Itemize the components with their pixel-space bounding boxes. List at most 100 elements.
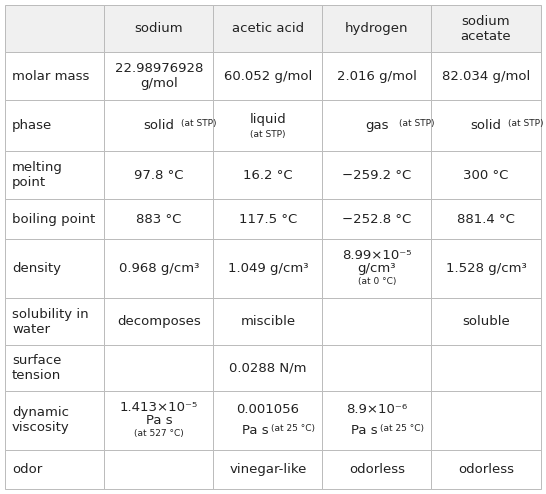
Bar xyxy=(104,298,213,345)
Text: acetic acid: acetic acid xyxy=(232,22,304,35)
Text: 300 °C: 300 °C xyxy=(464,168,509,182)
Bar xyxy=(213,52,323,100)
Text: (at 25 °C): (at 25 °C) xyxy=(380,424,424,433)
Text: 8.9×10⁻⁶: 8.9×10⁻⁶ xyxy=(346,404,407,416)
Text: 0.0288 N/m: 0.0288 N/m xyxy=(229,362,307,375)
Bar xyxy=(323,345,431,391)
Text: 82.034 g/mol: 82.034 g/mol xyxy=(442,70,530,83)
Bar xyxy=(431,391,541,450)
Bar xyxy=(5,450,104,489)
Text: odorless: odorless xyxy=(458,463,514,476)
Bar xyxy=(104,100,213,151)
Bar xyxy=(5,52,104,100)
Text: 0.968 g/cm³: 0.968 g/cm³ xyxy=(118,262,199,275)
Bar xyxy=(323,52,431,100)
Text: 1.528 g/cm³: 1.528 g/cm³ xyxy=(446,262,526,275)
Text: odor: odor xyxy=(12,463,42,476)
Text: −259.2 °C: −259.2 °C xyxy=(342,168,412,182)
Text: phase: phase xyxy=(12,119,52,132)
Text: solubility in
water: solubility in water xyxy=(12,308,88,335)
Text: liquid: liquid xyxy=(250,113,286,125)
Bar xyxy=(213,391,323,450)
Bar xyxy=(213,345,323,391)
Bar xyxy=(5,5,104,52)
Bar xyxy=(431,298,541,345)
Text: 97.8 °C: 97.8 °C xyxy=(134,168,183,182)
Text: 881.4 °C: 881.4 °C xyxy=(457,213,515,226)
Bar xyxy=(213,5,323,52)
Bar xyxy=(323,151,431,199)
Text: hydrogen: hydrogen xyxy=(345,22,409,35)
Bar xyxy=(104,391,213,450)
Text: (at STP): (at STP) xyxy=(181,119,216,128)
Text: dynamic
viscosity: dynamic viscosity xyxy=(12,407,70,434)
Bar xyxy=(5,151,104,199)
Bar xyxy=(104,52,213,100)
Text: solid: solid xyxy=(144,119,174,132)
Text: decomposes: decomposes xyxy=(117,315,201,328)
Text: sodium
acetate: sodium acetate xyxy=(461,15,511,42)
Text: 60.052 g/mol: 60.052 g/mol xyxy=(224,70,312,83)
Bar xyxy=(323,298,431,345)
Text: Pa s: Pa s xyxy=(241,424,268,438)
Bar xyxy=(323,240,431,298)
Text: (at STP): (at STP) xyxy=(508,119,543,128)
Bar xyxy=(5,391,104,450)
Bar xyxy=(323,391,431,450)
Text: −252.8 °C: −252.8 °C xyxy=(342,213,412,226)
Bar xyxy=(323,100,431,151)
Text: Pa s: Pa s xyxy=(351,424,377,438)
Bar xyxy=(431,345,541,391)
Text: 0.001056: 0.001056 xyxy=(236,404,299,416)
Text: 1.049 g/cm³: 1.049 g/cm³ xyxy=(228,262,308,275)
Text: 1.413×10⁻⁵: 1.413×10⁻⁵ xyxy=(120,401,198,414)
Text: g/cm³: g/cm³ xyxy=(358,262,396,275)
Bar xyxy=(213,151,323,199)
Bar xyxy=(104,5,213,52)
Text: 117.5 °C: 117.5 °C xyxy=(239,213,297,226)
Text: miscible: miscible xyxy=(240,315,295,328)
Bar xyxy=(213,240,323,298)
Bar xyxy=(323,450,431,489)
Text: sodium: sodium xyxy=(134,22,183,35)
Text: (at 527 °C): (at 527 °C) xyxy=(134,429,184,438)
Text: 883 °C: 883 °C xyxy=(136,213,182,226)
Bar xyxy=(213,199,323,240)
Bar xyxy=(104,151,213,199)
Bar xyxy=(213,298,323,345)
Text: 22.98976928
g/mol: 22.98976928 g/mol xyxy=(115,62,203,90)
Bar xyxy=(213,450,323,489)
Bar xyxy=(104,240,213,298)
Text: molar mass: molar mass xyxy=(12,70,90,83)
Bar xyxy=(213,100,323,151)
Bar xyxy=(323,199,431,240)
Text: (at STP): (at STP) xyxy=(399,119,434,128)
Bar xyxy=(431,151,541,199)
Bar xyxy=(431,240,541,298)
Text: (at 25 °C): (at 25 °C) xyxy=(271,424,315,433)
Bar xyxy=(431,450,541,489)
Text: melting
point: melting point xyxy=(12,161,63,189)
Text: (at 0 °C): (at 0 °C) xyxy=(358,277,396,286)
Bar xyxy=(431,5,541,52)
Text: density: density xyxy=(12,262,61,275)
Bar xyxy=(431,100,541,151)
Text: soluble: soluble xyxy=(462,315,510,328)
Bar xyxy=(104,450,213,489)
Bar xyxy=(5,199,104,240)
Bar xyxy=(5,100,104,151)
Bar xyxy=(5,345,104,391)
Bar xyxy=(323,5,431,52)
Text: 8.99×10⁻⁵: 8.99×10⁻⁵ xyxy=(342,249,412,262)
Bar xyxy=(104,199,213,240)
Bar xyxy=(431,52,541,100)
Bar xyxy=(5,298,104,345)
Text: 2.016 g/mol: 2.016 g/mol xyxy=(337,70,417,83)
Text: 16.2 °C: 16.2 °C xyxy=(243,168,293,182)
Text: solid: solid xyxy=(471,119,502,132)
Bar xyxy=(104,345,213,391)
Text: boiling point: boiling point xyxy=(12,213,95,226)
Bar xyxy=(431,199,541,240)
Text: (at STP): (at STP) xyxy=(250,130,286,139)
Text: gas: gas xyxy=(365,119,389,132)
